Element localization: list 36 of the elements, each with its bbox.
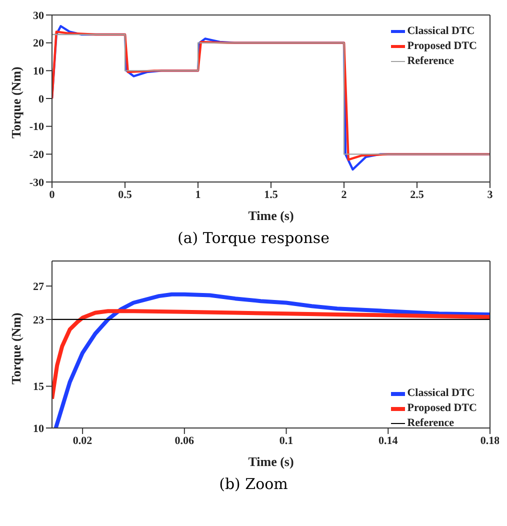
x-tick-label: 1	[195, 188, 201, 201]
x-tick-label: 3	[487, 188, 494, 201]
legend-label: Classical DTC	[407, 386, 475, 401]
x-tick-label: 0	[49, 188, 56, 201]
x-tick-label: 1.5	[264, 188, 278, 201]
x-axis-title: Time (s)	[248, 208, 294, 223]
x-tick-label: 0.02	[72, 434, 93, 447]
y-tick-label: 10	[33, 422, 44, 435]
y-tick-label: 27	[33, 280, 44, 293]
y-tick-label: 20	[33, 38, 44, 50]
legend-label: Reference	[407, 416, 454, 431]
x-tick-label: 0.18	[480, 434, 500, 447]
text: (a) Torque response	[176, 228, 330, 249]
y-tick-label: 23	[33, 314, 44, 326]
x-tick-label: 0.06	[174, 434, 195, 447]
y-tick-label: -30	[29, 176, 44, 189]
legend-label: Proposed DTC	[407, 39, 477, 54]
y-tick-label: -10	[29, 121, 44, 134]
y-tick-label: 15	[33, 381, 44, 394]
y-tick-label: -20	[29, 149, 44, 162]
legend-label: Classical DTC	[407, 24, 475, 39]
legend-label: Reference	[407, 54, 454, 69]
y-tick-label: 10	[33, 66, 44, 78]
y-tick-label: 30	[33, 10, 44, 22]
line-series	[52, 309, 490, 401]
y-axis-title: Torque (Nm)	[8, 66, 24, 138]
x-tick-label: 0.5	[118, 188, 132, 201]
y-tick-label: 0	[38, 93, 44, 106]
x-axis-title: Time (s)	[248, 454, 294, 469]
x-tick-label: 0.1	[279, 434, 294, 447]
text: (b) Zoom	[218, 474, 289, 495]
y-axis-title: Torque (Nm)	[8, 312, 24, 384]
x-tick-label: 2	[341, 188, 348, 201]
legend-label: Proposed DTC	[407, 401, 477, 416]
x-tick-label: 2.5	[410, 188, 424, 201]
x-tick-label: 0.14	[378, 434, 398, 447]
